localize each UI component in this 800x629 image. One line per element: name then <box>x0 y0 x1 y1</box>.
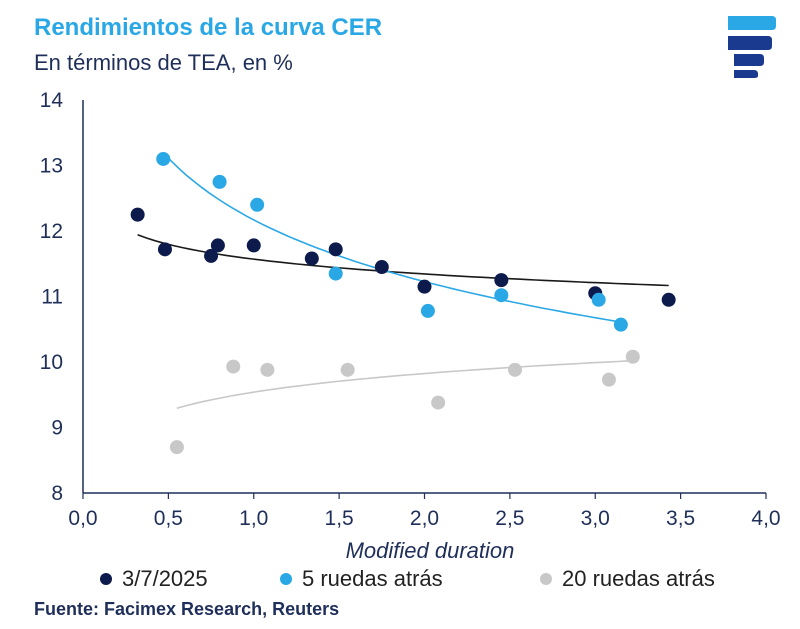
y-tick-label: 9 <box>51 417 63 440</box>
data-point-series-2 <box>340 362 355 377</box>
data-point-series-0 <box>661 292 676 307</box>
data-point-series-2 <box>507 362 522 377</box>
data-point-series-0 <box>494 273 509 288</box>
legend-marker <box>100 573 112 585</box>
data-point-series-0 <box>157 242 172 257</box>
data-point-series-0 <box>210 238 225 253</box>
data-point-series-2 <box>625 349 640 364</box>
trend-lines <box>137 152 669 409</box>
legend: 3/7/2025 5 ruedas atrás 20 ruedas atrás <box>90 566 790 596</box>
y-tick-label: 12 <box>40 220 63 243</box>
data-point-series-2 <box>226 359 241 374</box>
x-axis-label: Modified duration <box>345 538 515 563</box>
legend-marker <box>280 573 292 585</box>
legend-item-20-ruedas: 20 ruedas atrás <box>540 566 715 592</box>
data-point-series-1 <box>613 317 628 332</box>
trend-line-series-2 <box>176 359 633 409</box>
trend-line-series-1 <box>162 152 622 323</box>
y-tick-label: 10 <box>40 351 63 374</box>
x-tick-label: 2,5 <box>495 507 524 530</box>
data-point-series-0 <box>130 207 145 222</box>
data-point-series-0 <box>417 279 432 294</box>
chart-axes: 0,0 0,5 1,0 1,5 2,0 2,5 3,0 3,5 4,0 8 9 10 11 12 13 14 <box>40 89 781 530</box>
legend-label: 3/7/2025 <box>122 566 208 591</box>
x-tick-label: 3,0 <box>581 507 610 530</box>
data-point-series-1 <box>328 266 343 281</box>
x-tick-label: 0,5 <box>154 507 183 530</box>
y-tick-label: 8 <box>51 482 63 505</box>
x-tick-label: 3,5 <box>666 507 695 530</box>
legend-item-3-7-2025: 3/7/2025 <box>100 566 208 592</box>
data-point-series-1 <box>494 288 509 303</box>
source-note: Fuente: Facimex Research, Reuters <box>34 599 340 619</box>
chart-subtitle: En términos de TEA, en % <box>34 50 293 75</box>
data-point-series-1 <box>250 197 265 212</box>
legend-label: 5 ruedas atrás <box>302 566 443 591</box>
data-point-series-1 <box>156 151 171 166</box>
data-points <box>130 151 676 455</box>
data-point-series-2 <box>431 395 446 410</box>
data-point-series-1 <box>420 303 435 318</box>
legend-label: 20 ruedas atrás <box>562 566 715 591</box>
y-tick-label: 13 <box>40 155 63 178</box>
facimex-logo-icon <box>728 16 776 78</box>
x-tick-label: 4,0 <box>751 507 780 530</box>
x-tick-label: 1,0 <box>239 507 268 530</box>
data-point-series-2 <box>601 372 616 387</box>
trend-line-series-0 <box>137 234 669 287</box>
x-tick-label: 1,5 <box>325 507 354 530</box>
y-tick-label: 11 <box>41 286 63 309</box>
data-point-series-0 <box>246 238 261 253</box>
data-point-series-1 <box>591 292 606 307</box>
data-point-series-2 <box>169 440 184 455</box>
x-tick-label: 0,0 <box>68 507 97 530</box>
data-point-series-0 <box>374 260 389 275</box>
data-point-series-0 <box>328 242 343 257</box>
x-tick-label: 2,0 <box>410 507 439 530</box>
data-point-series-0 <box>304 251 319 266</box>
data-point-series-2 <box>260 362 275 377</box>
data-point-series-1 <box>212 174 227 189</box>
chart-title: Rendimientos de la curva CER <box>34 14 383 41</box>
legend-item-5-ruedas: 5 ruedas atrás <box>280 566 443 592</box>
data-point-series-0 <box>204 248 219 263</box>
legend-marker <box>540 573 552 585</box>
y-tick-label: 14 <box>40 89 64 112</box>
